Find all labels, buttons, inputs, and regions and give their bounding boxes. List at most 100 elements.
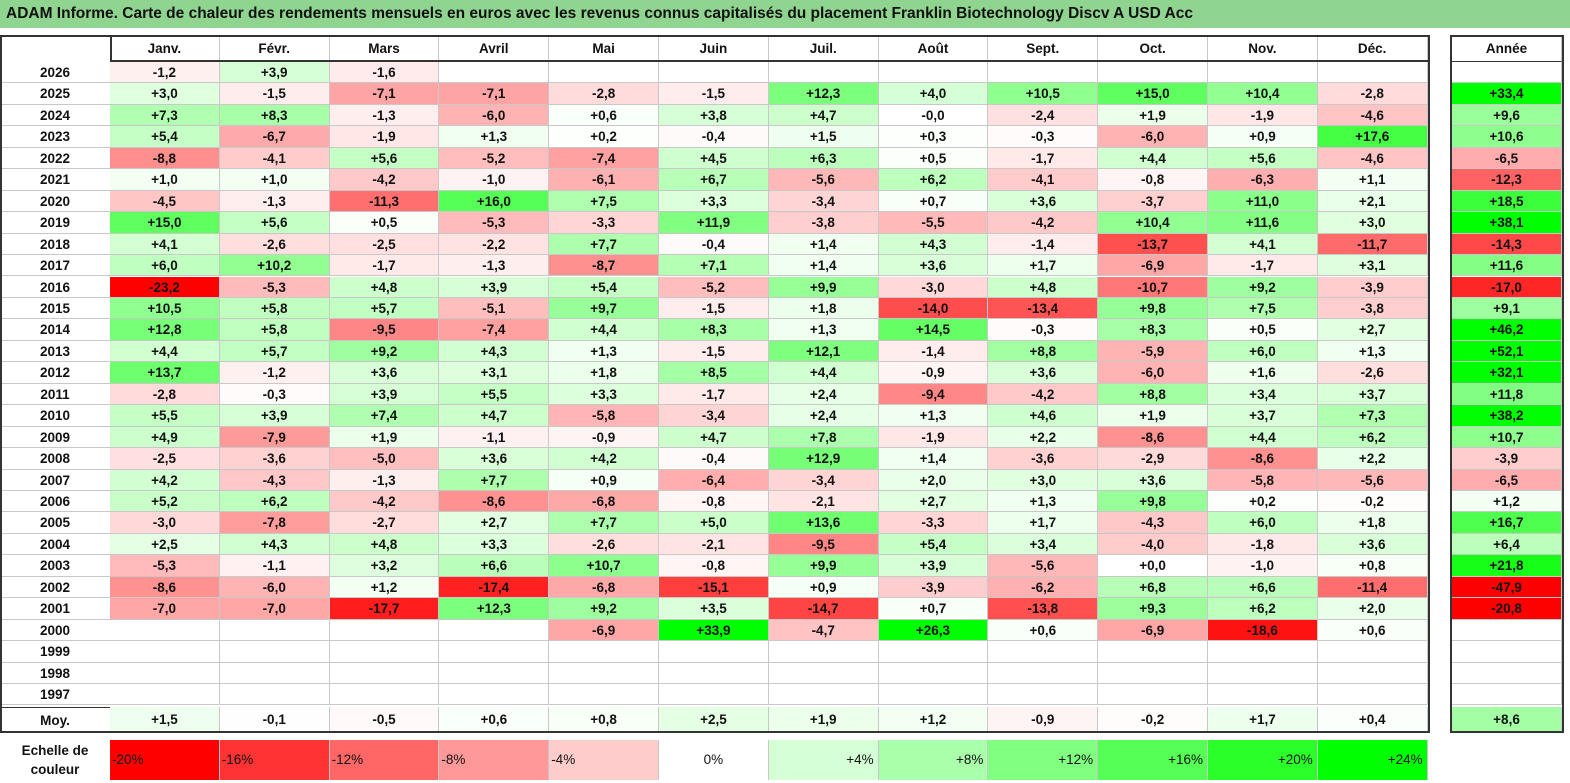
heatmap-cell: -1,5 bbox=[659, 83, 769, 105]
heatmap-cell bbox=[219, 684, 330, 706]
heatmap-cell: +2,0 bbox=[1317, 598, 1428, 620]
heatmap-cell: -6,8 bbox=[549, 491, 659, 513]
year-label: 2008 bbox=[0, 448, 110, 470]
heatmap-cell: +2,2 bbox=[988, 426, 1099, 449]
heatmap-cell: +4,0 bbox=[878, 83, 989, 105]
month-header: Janv. bbox=[110, 36, 220, 62]
heatmap-cell: -17,7 bbox=[329, 598, 440, 620]
heatmap-cell: -5,6 bbox=[1317, 469, 1428, 491]
heatmap-cell bbox=[878, 62, 989, 84]
heatmap-cell: +10,2 bbox=[219, 255, 330, 277]
heatmap-cell: +6,8 bbox=[1098, 576, 1208, 599]
heatmap-cell: +6,0 bbox=[1208, 512, 1318, 534]
year-label: 2013 bbox=[0, 340, 110, 363]
heatmap-cell: +17,6 bbox=[1317, 126, 1428, 148]
heatmap-cell: -5,1 bbox=[439, 297, 550, 320]
heatmap-cell: -0,3 bbox=[219, 383, 330, 406]
heatmap-cell: -1,0 bbox=[1208, 555, 1318, 577]
heatmap-cell bbox=[439, 662, 550, 685]
annual-cell: +1,2 bbox=[1452, 491, 1562, 513]
heatmap-cell bbox=[659, 662, 769, 685]
heatmap-cell: +6,3 bbox=[768, 147, 879, 170]
heatmap-cell: +1,6 bbox=[1208, 362, 1318, 384]
heatmap-cell: -6,1 bbox=[549, 169, 659, 191]
heatmap-cell bbox=[439, 619, 550, 642]
heatmap-cell: +1,8 bbox=[1317, 512, 1428, 534]
heatmap-cell: +8,5 bbox=[659, 362, 769, 384]
heatmap-cell bbox=[988, 62, 1099, 84]
heatmap-cell: -1,3 bbox=[329, 469, 440, 491]
heatmap-cell: -4,5 bbox=[110, 190, 220, 213]
legend-swatch: +20% bbox=[1208, 740, 1318, 780]
heatmap-cell: +0,5 bbox=[878, 147, 989, 170]
heatmap-cell: -0,9 bbox=[878, 362, 989, 384]
heatmap-cell: -1,6 bbox=[329, 62, 440, 84]
year-label: 2010 bbox=[0, 405, 110, 427]
annual-cell: -14,3 bbox=[1452, 233, 1562, 256]
heatmap-cell: +15,0 bbox=[110, 212, 220, 234]
heatmap-cell: +9,2 bbox=[1208, 276, 1318, 298]
heatmap-cell: +4,3 bbox=[219, 533, 330, 556]
heatmap-cell: -5,3 bbox=[219, 276, 330, 298]
heatmap-cell: +2,2 bbox=[1317, 448, 1428, 470]
year-label: 2007 bbox=[0, 469, 110, 491]
heatmap-cell: +3,0 bbox=[1317, 212, 1428, 234]
annual-cell: -17,0 bbox=[1452, 276, 1562, 298]
heatmap-cell bbox=[768, 641, 879, 663]
heatmap-cell: +3,6 bbox=[1098, 469, 1208, 491]
legend-swatch: -4% bbox=[549, 740, 659, 780]
heatmap-cell: +5,4 bbox=[549, 276, 659, 298]
month-header: Déc. bbox=[1317, 36, 1428, 62]
heatmap-cell bbox=[878, 662, 989, 685]
legend-label: Echelle de couleur bbox=[0, 741, 110, 781]
heatmap-cell: -3,3 bbox=[878, 512, 989, 534]
heatmap-cell bbox=[110, 662, 220, 685]
heatmap-cell: +26,3 bbox=[878, 619, 989, 642]
month-header: Sept. bbox=[988, 36, 1099, 62]
heatmap-cell: -2,8 bbox=[110, 383, 220, 406]
heatmap-cell: +4,3 bbox=[439, 340, 550, 363]
heatmap-cell: -4,2 bbox=[988, 212, 1099, 234]
heatmap-cell: +3,1 bbox=[1317, 255, 1428, 277]
heatmap-cell: +0,6 bbox=[988, 619, 1099, 642]
heatmap-cell: +3,6 bbox=[878, 255, 989, 277]
year-label: 2004 bbox=[0, 533, 110, 556]
year-label: 2020 bbox=[0, 190, 110, 213]
heatmap-cell: +1,3 bbox=[878, 405, 989, 427]
heatmap-cell: +8,3 bbox=[219, 104, 330, 127]
heatmap-cell: +5,8 bbox=[219, 319, 330, 341]
heatmap-cell: +10,7 bbox=[549, 555, 659, 577]
heatmap-cell: +3,0 bbox=[110, 83, 220, 105]
heatmap-cell: +0,7 bbox=[878, 598, 989, 620]
heatmap-cell: +4,4 bbox=[768, 362, 879, 384]
heatmap-cell: -4,2 bbox=[329, 491, 440, 513]
heatmap-cell: -2,8 bbox=[549, 83, 659, 105]
year-label: 2011 bbox=[0, 383, 110, 406]
heatmap-cell: -9,4 bbox=[878, 383, 989, 406]
year-label: 1999 bbox=[0, 641, 110, 663]
heatmap-cell: -7,1 bbox=[329, 83, 440, 105]
heatmap-cell: -1,9 bbox=[1208, 104, 1318, 127]
heatmap-cell: -6,0 bbox=[1098, 362, 1208, 384]
heatmap-cell: -1,1 bbox=[439, 426, 550, 449]
heatmap-cell: -2,8 bbox=[1317, 83, 1428, 105]
heatmap-cell bbox=[878, 684, 989, 706]
heatmap-cell: +6,7 bbox=[659, 169, 769, 191]
heatmap-cell: -10,7 bbox=[1098, 276, 1208, 298]
avg-cell: +1,5 bbox=[110, 707, 220, 732]
heatmap-cell: +10,5 bbox=[110, 297, 220, 320]
annual-cell: +38,1 bbox=[1452, 212, 1562, 234]
heatmap-cell: -13,4 bbox=[988, 297, 1099, 320]
heatmap-cell: -1,2 bbox=[219, 362, 330, 384]
heatmap-cell: -5,5 bbox=[878, 212, 989, 234]
heatmap-cell: +4,4 bbox=[1098, 147, 1208, 170]
heatmap-cell bbox=[1317, 684, 1428, 706]
heatmap-cell: +1,3 bbox=[549, 340, 659, 363]
heatmap-cell: +1,4 bbox=[768, 255, 879, 277]
header-left-frame bbox=[110, 35, 1430, 62]
annual-cell: -3,9 bbox=[1452, 448, 1562, 470]
heatmap-cell bbox=[659, 641, 769, 663]
heatmap-cell: +12,9 bbox=[768, 448, 879, 470]
heatmap-cell: +0,5 bbox=[1208, 319, 1318, 341]
